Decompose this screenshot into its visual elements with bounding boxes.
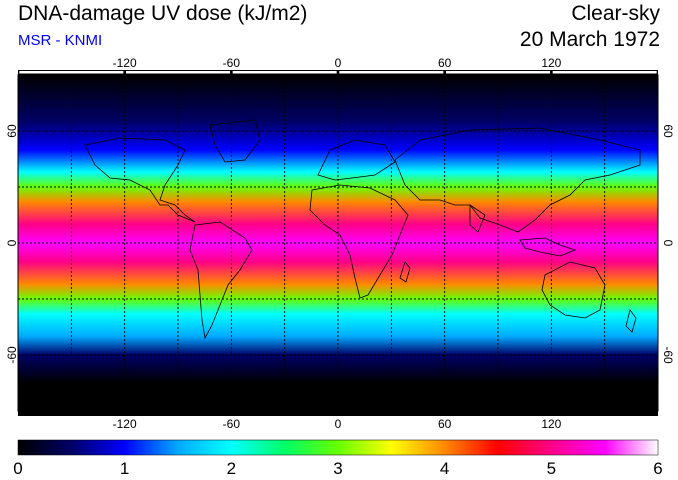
graticule [18,75,658,411]
colorbar-tick-label: 3 [333,459,342,478]
colorbar-tick-label: 6 [653,459,662,478]
latitude-label: 60 [661,124,675,138]
latitude-label: -60 [661,346,675,364]
longitude-label: 60 [438,417,452,431]
coastline-india [469,204,486,233]
latitude-labels-left: 60 0 -60 [5,124,19,364]
coastline-indonesia [519,237,577,257]
colorbar [17,439,659,456]
longitude-label: -120 [113,56,137,70]
colorbar-tick-label: 4 [440,459,449,478]
map-source: MSR - KNMI [18,32,103,49]
colorbar-labels: 0 1 2 3 4 5 6 [13,459,662,478]
map-frame [17,74,659,412]
map-bottom-tick-bar [18,411,658,416]
longitude-label: -60 [223,417,241,431]
coastline-new-zealand [625,309,637,333]
longitude-label: -120 [113,417,137,431]
coastline-north-america [84,137,196,223]
tick-bar-mark [339,71,444,74]
tick-bar-mark [19,71,124,74]
tick-bar-mark [552,71,657,74]
coastline-south-america [189,221,253,340]
longitude-label: 120 [541,56,561,70]
latitude-label: -60 [5,346,19,364]
map-date: 20 March 1972 [519,28,660,51]
longitude-label: -60 [223,56,241,70]
coastline-australia [541,261,606,319]
colorbar-tick-label: 5 [547,459,556,478]
coastline-asia [394,127,641,233]
map-title: DNA-damage UV dose (kJ/m2) [18,2,308,25]
tick-bar-mark [232,71,337,74]
coastline-madagascar [399,261,411,283]
longitude-labels-bottom: -120 -60 0 60 120 [113,417,562,431]
coastline-africa [309,184,409,299]
longitude-label: 60 [438,56,452,70]
latitude-label: 0 [661,240,675,247]
sky-condition: Clear-sky [571,2,660,25]
longitude-labels-top: -120 -60 0 60 120 [113,56,562,70]
longitude-label: 0 [335,417,342,431]
tick-bar-mark [446,71,550,74]
longitude-label: 0 [335,56,342,70]
longitude-label: 120 [541,417,561,431]
coastline-greenland [209,119,261,163]
coastline-europe [317,139,396,181]
colorbar-tick-label: 0 [13,459,22,478]
latitude-label: 0 [5,239,19,246]
tick-bar-marks [19,71,657,74]
coastlines [17,119,659,399]
coastline-antarctica [17,389,659,399]
colorbar-tick-label: 1 [120,459,129,478]
map-top-tick-bar [18,70,658,75]
latitude-label: 60 [5,124,19,138]
latitude-labels-right: 60 0 -60 [661,124,675,364]
tick-bar-mark [126,71,230,74]
colorbar-tick-label: 2 [227,459,236,478]
